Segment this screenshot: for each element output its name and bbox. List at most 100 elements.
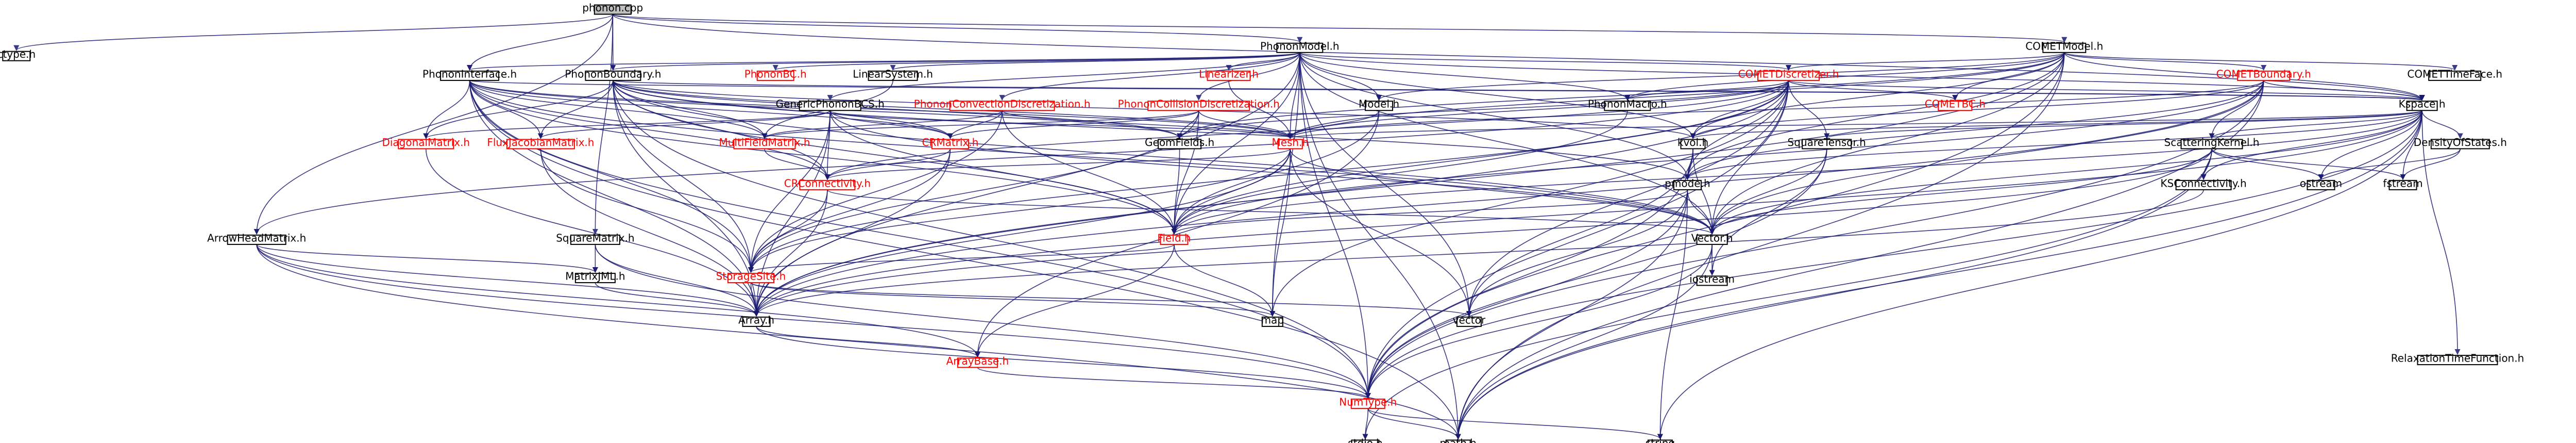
node-MatrixJML-h[interactable]: MatrixJML.h	[565, 270, 625, 284]
node-ScatteringKernel-h[interactable]: ScatteringKernel.h	[2164, 136, 2260, 150]
node-ArrowHeadMatrix-h[interactable]: ArrowHeadMatrix.h	[207, 232, 306, 245]
edge-ScatteringKernel_h-to-ostream	[2211, 149, 2324, 180]
node-ostream[interactable]: ostream	[2300, 177, 2342, 190]
node-map[interactable]: map	[1261, 314, 1284, 327]
node-COMETBC-h[interactable]: COMETBC.h	[1925, 98, 1986, 111]
edge-StorageSite_h-to-map	[750, 282, 1276, 317]
edge-PhononModel_h-to-PhononBoundary_h	[610, 52, 1300, 71]
node-math-h[interactable]: math.h	[1440, 437, 1477, 443]
edge-COMETModel_h-to-Mesh_h	[1287, 52, 2065, 139]
node-box	[1351, 439, 1380, 443]
node-Kspace-h[interactable]: Kspace.h	[2399, 98, 2446, 111]
edge-COMETBoundary_h-to-kvol_h	[1690, 80, 2264, 139]
edge-COMETModel_h-to-kvol_h	[1690, 52, 2065, 139]
node-CRMatrix-h[interactable]: CRMatrix.h	[922, 136, 978, 150]
node-label: PhononBoundary.h	[565, 68, 661, 80]
node-string[interactable]: string	[1646, 437, 1675, 443]
node-vector[interactable]: vector	[1453, 314, 1486, 327]
node-label: COMETModel.h	[2025, 40, 2103, 52]
node-Linearizer-h[interactable]: Linearizer.h	[1199, 68, 1259, 81]
node-pmode-h[interactable]: pmode.h	[1665, 177, 1710, 190]
node-label: ArrayBase.h	[946, 355, 1009, 367]
node-DensityOfStates-h[interactable]: DensityOfStates.h	[2414, 136, 2507, 150]
node-GenericPhononBCS-h[interactable]: GenericPhononBCS.h	[776, 98, 885, 111]
node-box	[949, 101, 1055, 111]
node-label: iostream	[1689, 273, 1735, 285]
edge-Kspace_h-to-SquareTensor_h	[1824, 110, 2422, 139]
node-box	[742, 316, 771, 327]
node-CRConnectivity-h[interactable]: CRConnectivity.h	[784, 177, 871, 190]
node-COMETBoundary-h[interactable]: COMETBoundary.h	[2216, 68, 2311, 81]
node-SquareMatrix-h[interactable]: SquareMatrix.h	[556, 232, 635, 245]
node-PhononModel-h[interactable]: PhononModel.h	[1260, 40, 1340, 53]
node-PhononInterface-h[interactable]: PhononInterface.h	[422, 68, 517, 81]
edge-CRConnectivity_h-to-StorageSite_h	[748, 189, 828, 273]
edge-Mesh_h-to-CRConnectivity_h	[824, 148, 1291, 180]
node-ArrayBase-h[interactable]: ArrayBase.h	[946, 355, 1009, 368]
node-COMETDiscretizer-h[interactable]: COMETDiscretizer.h	[1738, 68, 1839, 81]
node-GeomFields-h[interactable]: GeomFields.h	[1145, 136, 1214, 150]
node-PhononBoundary-h[interactable]: PhononBoundary.h	[565, 68, 661, 81]
node-Vector-h[interactable]: Vector.h	[1691, 232, 1733, 245]
edge-COMETModel_h-to-GeomFields_h	[1177, 52, 2065, 139]
edge-COMETModel_h-to-COMETBoundary_h	[2064, 52, 2267, 71]
node-StorageSite-h[interactable]: StorageSite.h	[716, 270, 786, 284]
node-box	[1757, 70, 1820, 81]
node-box	[574, 273, 616, 284]
node-PhononBC-h[interactable]: PhononBC.h	[744, 68, 807, 81]
node-PhononConvectionDiscretization-h[interactable]: PhononConvectionDiscretization.h	[914, 98, 1091, 111]
node-label: ArrowHeadMatrix.h	[207, 232, 306, 244]
edge-PhononModel_h-to-kvol_h	[1299, 52, 1696, 139]
node-COMETTimeFace-h[interactable]: COMETTimeFace.h	[2407, 68, 2502, 81]
node-PhononMacro-h[interactable]: PhononMacro.h	[1588, 98, 1667, 111]
edge-MatrixJML_h-to-Array_h	[595, 282, 759, 317]
node-box	[506, 139, 575, 150]
edge-PhononBoundary_h-to-pmode_h	[613, 80, 1690, 180]
node-box	[1350, 398, 1385, 409]
edge-COMETModel_h-to-Model_h	[1376, 52, 2065, 101]
node-ctype-h[interactable]: ctype.h	[0, 48, 36, 61]
edge-PhononCollisionDiscretization_h-to-MultiFieldMatrix_h	[761, 110, 1199, 139]
node-COMETModel-h[interactable]: COMETModel.h	[2025, 40, 2103, 53]
edge-Kspace_h-to-Array_h	[753, 110, 2422, 317]
node-label: COMETDiscretizer.h	[1738, 68, 1839, 80]
edge-Vector_h-to-NumType_h	[1365, 244, 1713, 399]
node-NumType-h[interactable]: NumType.h	[1339, 396, 1397, 409]
node-fstream[interactable]: fstream	[2383, 177, 2423, 190]
node-PhononCollisionDiscretization-h[interactable]: PhononCollisionDiscretization.h	[1118, 98, 1280, 111]
node-KSConnectivity-h[interactable]: KSConnectivity.h	[2160, 177, 2247, 190]
node-box	[2175, 179, 2232, 190]
node-iostream[interactable]: iostream	[1689, 273, 1735, 286]
node-box	[1604, 101, 1651, 111]
node-Array-h[interactable]: Array.h	[738, 314, 774, 327]
edge-COMETBoundary_h-to-math_h	[1455, 80, 2264, 440]
node-label: Mesh.h	[1272, 136, 1309, 149]
node-label: fstream	[2383, 177, 2422, 189]
node-Field-h[interactable]: Field.h	[1157, 232, 1191, 245]
edge-COMETDiscretizer_h-to-ArrowHeadMatrix_h	[253, 80, 1789, 235]
node-MultiFieldMatrix-h[interactable]: MultiFieldMatrix.h	[719, 136, 810, 150]
node-FluxJacobianMatrix-h[interactable]: FluxJacobianMatrix.h	[487, 136, 594, 150]
node-box	[594, 4, 632, 15]
node-label: FluxJacobianMatrix.h	[487, 136, 594, 149]
node-DiagonalMatrix-h[interactable]: DiagonalMatrix.h	[382, 136, 470, 150]
edge-GenericPhononBCS_h-to-FluxJacobianMatrix_h	[538, 110, 831, 139]
edge-kvol_h-to-vector	[1466, 149, 1693, 317]
edge-pmode_h-to-NumType_h	[1365, 189, 1688, 399]
node-RelaxationTimeFunction-h[interactable]: RelaxationTimeFunction.h	[2391, 352, 2524, 366]
node-kvol-h[interactable]: kvol.h	[1677, 136, 1708, 150]
edge-COMETDiscretizer_h-to-map	[1269, 80, 1789, 317]
node-Mesh-h[interactable]: Mesh.h	[1272, 136, 1309, 150]
node-LinearSystem-h[interactable]: LinearSystem.h	[853, 68, 933, 81]
node-label: Model.h	[1359, 98, 1399, 110]
node-SquareTensor-h[interactable]: SquareTensor.h	[1788, 136, 1866, 150]
node-Model-h[interactable]: Model.h	[1359, 98, 1399, 111]
edge-COMETDiscretizer_h-to-Kspace_h	[1788, 80, 2425, 101]
edge-GenericPhononBCS_h-to-Field_h	[829, 110, 1177, 235]
node-box	[1365, 101, 1393, 111]
edge-Kspace_h-to-DensityOfStates_h	[2421, 110, 2463, 139]
node-box	[1673, 179, 1702, 190]
edge-PhononCollisionDiscretization_h-to-Mesh_h	[1198, 110, 1293, 139]
edge-COMETBoundary_h-to-pmode_h	[1684, 80, 2264, 180]
node-stdio-h[interactable]: stdio.h	[1348, 437, 1383, 443]
